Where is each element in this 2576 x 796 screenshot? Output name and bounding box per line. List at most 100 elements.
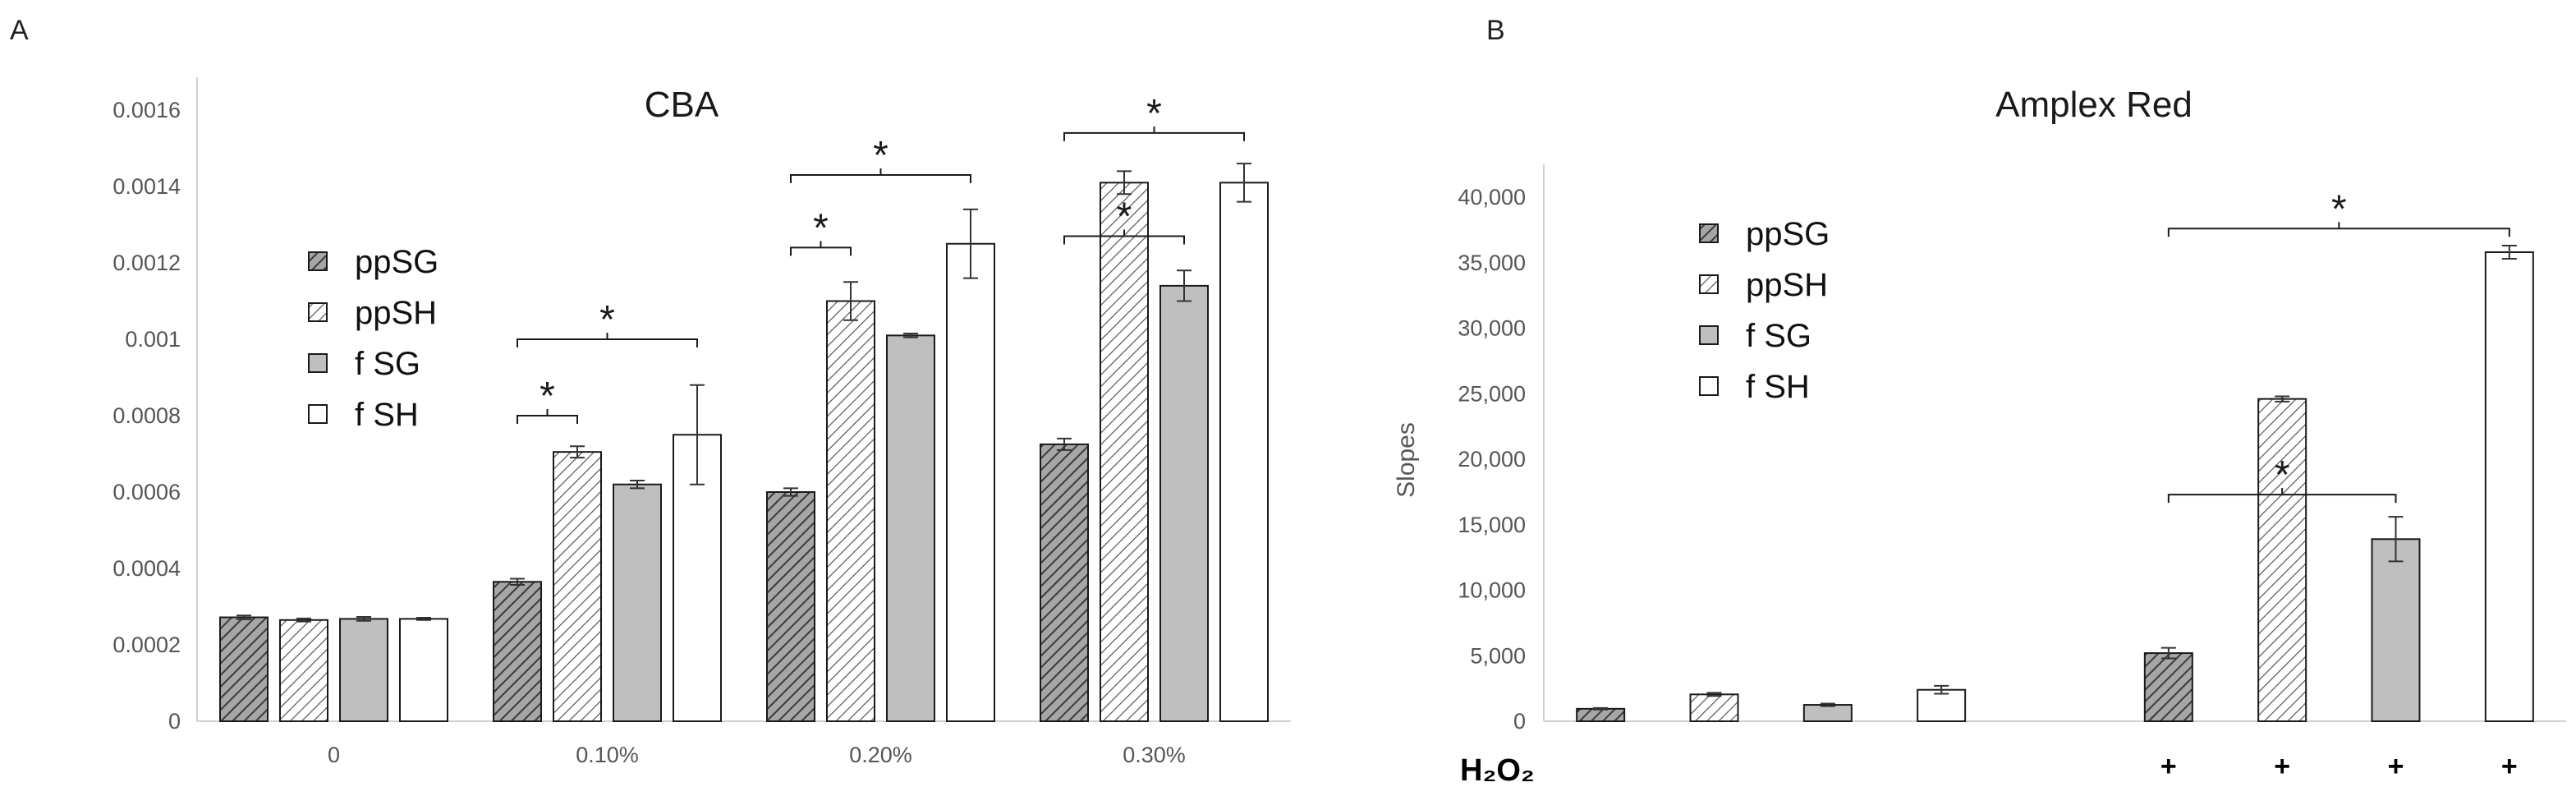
cba-error-bar [416,616,431,621]
cba-legend-label: ppSG [355,244,439,280]
amplex-error-bar [1934,684,1949,695]
cba-bar-f-sh [1219,182,1269,723]
cba-legend-swatch [308,353,328,373]
amplex-error-bar [2388,516,2404,563]
amplex-panel: B Amplex Red Slopes H₂O₂ 0 5,000 10,000 15,… [1393,15,2566,788]
cba-bar-f-sg [613,483,662,722]
panel-label-b: B [1486,15,1505,46]
cba-x-tick-label: 0.20% [849,743,912,767]
cba-significance-bracket: * [790,134,971,184]
amplex-y-tick-label: 0 [1513,709,1526,734]
cba-error-bar [510,577,525,586]
amplex-legend-item-ppsg: ppSG [1699,216,1830,252]
cba-error-bar [963,208,978,279]
cba-bars: 0 0.10% 0.20% 0.30% [219,163,1269,767]
cba-bar-f-sh [399,618,448,723]
amplex-y-tick-label: 15,000 [1458,513,1526,537]
cba-bar-ppsg [766,491,815,722]
cba-error-bar [356,616,371,622]
cba-significance-star: * [1146,92,1162,136]
cba-legend-item-f-sg: f SG [308,346,420,382]
h2o2-plus-marker: + [2160,751,2177,782]
amplex-legend-swatch [1699,223,1719,243]
cba-error-bar [570,445,585,459]
cba-error-bar [843,281,858,321]
amplex-axes: 0 5,000 10,000 15,000 20,000 25,000 30,000 35,0… [1458,164,2566,734]
amplex-y-tick-label: 40,000 [1458,185,1526,209]
cba-bar-ppsh [279,619,328,723]
h2o2-row-label: H₂O₂ [1460,753,1535,788]
amplex-error-bar [2160,646,2176,660]
h2o2-markers: + + + + [2160,751,2518,782]
cba-significance-bracket: * [790,206,852,256]
cba-y-tick-label: 0.0012 [112,251,181,275]
cba-bar-f-sg [1159,284,1209,722]
cba-y-tick-label: 0.0002 [112,633,181,657]
cba-error-bar [296,617,311,623]
cba-bar-f-sh [946,242,995,722]
amplex-legend: ppSG ppSH f SG f SH [1699,216,1830,405]
cba-legend: ppSG ppSH f SG f SH [308,244,439,433]
cba-y-tick-label: 0.0004 [112,556,181,581]
amplex-bar-f-sg [1802,704,1853,722]
amplex-legend-label: ppSH [1746,267,1828,303]
cba-y-tick-label: 0.0014 [112,174,181,199]
amplex-bar-f-sh [2484,251,2534,722]
cba-y-tick-label: 0.0016 [112,98,181,122]
amplex-y-tick-label: 25,000 [1458,381,1526,406]
cba-bar-f-sg [339,618,388,723]
cba-legend-item-f-sh: f SH [308,397,419,433]
amplex-error-bar [2275,395,2290,403]
cba-error-bar [1117,170,1132,196]
cba-legend-swatch [308,302,328,322]
cba-significance-bracket: * [517,298,698,347]
cba-error-bar [630,480,645,490]
cba-significance: * * * * * * [517,92,1245,424]
cba-x-tick-label: 0.30% [1123,743,1186,767]
cba-error-bar [690,384,705,485]
amplex-error-bar [1593,706,1609,711]
h2o2-plus-marker: + [2274,751,2290,782]
amplex-y-tick-label: 30,000 [1458,316,1526,341]
h2o2-plus-marker: + [2388,751,2404,782]
amplex-bar-ppsg [2143,652,2193,722]
amplex-legend-item-f-sg: f SG [1699,318,1811,354]
amplex-significance: ** [2167,187,2510,504]
cba-bar-ppsg [219,616,269,723]
cba-legend-swatch [308,251,328,271]
cba-significance-star: * [873,134,889,177]
panel-label-a: A [10,15,29,46]
cba-error-bar [783,487,798,497]
h2o2-plus-marker: + [2501,751,2518,782]
cba-axes: 0 0.0002 0.0004 0.0006 0.0008 0.001 0.0012 0.00… [112,77,1291,734]
amplex-legend-item-f-sh: f SH [1699,369,1810,405]
cba-legend-swatch [308,404,328,424]
cba-legend-item-ppsg: ppSG [308,244,439,280]
cba-significance-bracket: * [1063,195,1185,245]
cba-bar-ppsg [1040,443,1089,722]
cba-legend-label: ppSH [355,295,437,331]
amplex-bar-f-sh [1917,688,1967,722]
amplex-legend-label: f SH [1746,369,1810,405]
amplex-title: Amplex Red [1995,85,2193,125]
cba-y-tick-label: 0.001 [125,327,181,352]
cba-bar-ppsh [553,451,602,722]
cba-title: CBA [645,85,719,125]
amplex-y-tick-label: 35,000 [1458,251,1526,275]
amplex-bar-f-sg [2371,538,2421,722]
amplex-bar-ppsh [1689,693,1739,722]
cba-bar-ppsg [493,581,542,723]
amplex-significance-bracket: * [2167,453,2397,504]
cba-significance-star: * [599,298,615,342]
cba-error-bar [903,333,918,338]
amplex-bars [1576,245,2534,722]
cba-x-tick-label: 0 [328,743,340,767]
amplex-legend-label: f SG [1746,318,1811,354]
cba-x-tick-label: 0.10% [576,743,639,767]
amplex-significance-star: * [2331,187,2347,231]
amplex-error-bar [1820,702,1835,707]
cba-significance-star: * [1117,195,1132,238]
amplex-bar-ppsg [1576,707,1626,722]
amplex-legend-item-ppsh: ppSH [1699,267,1828,303]
